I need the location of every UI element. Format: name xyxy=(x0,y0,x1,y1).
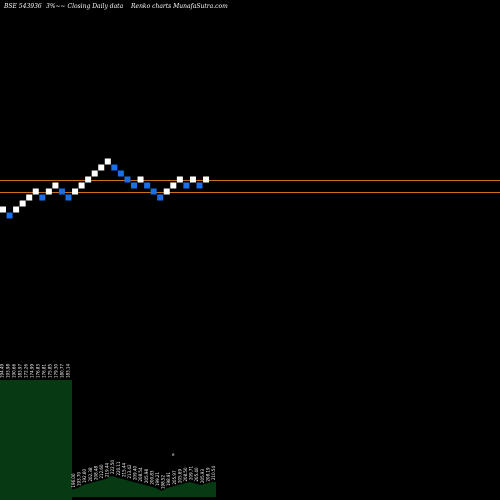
volume-block xyxy=(0,380,72,500)
volume-label: 172.26 xyxy=(24,364,29,378)
renko-brick-up xyxy=(52,182,59,189)
renko-brick-down xyxy=(150,188,157,195)
renko-brick-up xyxy=(45,188,52,195)
renko-brick-down xyxy=(6,212,13,219)
renko-brick-up xyxy=(26,194,33,201)
volume-bar-label: 208.19 xyxy=(205,467,210,481)
renko-brick-up xyxy=(78,182,85,189)
renko-brick-down xyxy=(65,194,72,201)
volume-bar-label: 209.71 xyxy=(189,466,194,480)
volume-bar-label: 205.69 xyxy=(177,469,182,483)
renko-brick-down xyxy=(183,182,190,189)
volume-label: 193.98 xyxy=(6,364,11,378)
renko-brick-up xyxy=(13,206,20,213)
renko-brick-down xyxy=(131,182,137,189)
volume-bar-label: 220.11 xyxy=(116,461,121,475)
volume-bar-label: 192.60 xyxy=(82,469,87,483)
renko-brick-down xyxy=(196,182,203,189)
volume-bar-label: 219.44 xyxy=(105,463,110,477)
renko-brick-down xyxy=(124,176,131,183)
volume-bar-label: 208.54 xyxy=(138,467,143,481)
volume-marker: e xyxy=(172,452,175,457)
renko-brick-down xyxy=(144,182,151,189)
volume-bar-label: 198.91 xyxy=(166,472,171,486)
renko-brick-up xyxy=(32,188,39,195)
renko-brick-up xyxy=(19,200,26,207)
volume-bar-label: 199.21 xyxy=(155,472,160,486)
renko-brick-down xyxy=(58,188,65,195)
volume-bar-label: 213.42 xyxy=(127,464,132,478)
volume-label: 176.81 xyxy=(42,364,47,378)
volume-bar-label: 193.70 xyxy=(77,472,82,486)
volume-bar-label: 210.54 xyxy=(211,466,216,480)
volume-bar-label: 196.00 xyxy=(71,473,76,487)
renko-brick-up xyxy=(203,176,210,183)
volume-bar-label: 205.93 xyxy=(200,469,205,483)
renko-brick-down xyxy=(111,164,118,171)
header-ticker: BSE 543936 xyxy=(3,3,42,10)
renko-brick-up xyxy=(98,164,105,171)
renko-brick-up xyxy=(137,176,144,183)
volume-bar-label: 208.48 xyxy=(93,466,98,480)
volume-bar-label: 209.40 xyxy=(133,466,138,480)
volume-bar-label: 215.44 xyxy=(121,463,126,477)
header-source: Renko charts MunafaSutra.com xyxy=(130,3,228,10)
volume-bar-label: 200.83 xyxy=(149,470,154,484)
renko-bricks xyxy=(0,158,210,219)
renko-brick-up xyxy=(163,188,170,195)
volume-bar-label: 205.97 xyxy=(172,470,177,484)
volume-label: 176.83 xyxy=(36,364,41,378)
renko-brick-up xyxy=(176,176,183,183)
volume-label: 174.99 xyxy=(30,364,35,378)
renko-brick-up xyxy=(0,206,6,213)
header-description: 3%~~ Closing Daily data xyxy=(46,3,124,10)
volume-label: 175.85 xyxy=(48,364,53,378)
renko-brick-up xyxy=(85,176,92,183)
volume-label: 183.14 xyxy=(66,364,71,378)
renko-brick-up xyxy=(104,158,111,165)
renko-brick-up xyxy=(170,182,177,189)
volume-bar-label: 212.60 xyxy=(99,464,104,478)
renko-brick-up xyxy=(72,188,79,195)
renko-brick-up xyxy=(189,176,196,183)
volume-bar-label: 198.52 xyxy=(161,475,166,489)
volume-label: 179.30 xyxy=(54,364,59,378)
renko-brick-down xyxy=(157,194,164,201)
volume-bar-label: 205.98 xyxy=(144,469,149,483)
volume-bar-label: 202.38 xyxy=(88,467,93,481)
renko-brick-up xyxy=(91,170,98,177)
volume-label: 183.97 xyxy=(18,364,23,378)
volume-panel: 194.49 193.98 190.66 183.97 172.26 174.99 176.… xyxy=(0,364,216,500)
volume-bar-label: 205.40 xyxy=(194,467,199,481)
volume-bar-label: 208.50 xyxy=(183,467,188,481)
volume-area xyxy=(72,476,216,497)
renko-brick-down xyxy=(39,194,46,201)
volume-bar-label: 222.50 xyxy=(110,460,115,474)
volume-label: 194.49 xyxy=(0,364,5,378)
volume-label: 180.77 xyxy=(60,364,65,378)
renko-brick-down xyxy=(117,170,124,177)
volume-label: 190.66 xyxy=(12,364,17,378)
